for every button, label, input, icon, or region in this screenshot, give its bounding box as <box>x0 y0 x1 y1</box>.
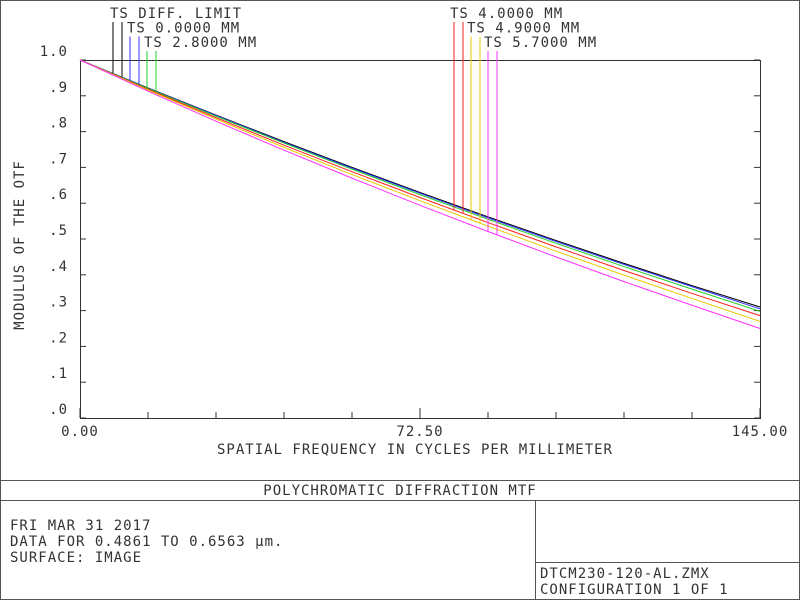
info-configuration: CONFIGURATION 1 OF 1 <box>540 582 729 598</box>
y-tick-label: .8 <box>49 116 68 132</box>
info-date: FRI MAR 31 2017 <box>10 518 151 534</box>
series-line <box>79 59 761 329</box>
series-line <box>79 59 761 310</box>
x-tick-label: 72.50 <box>396 424 443 440</box>
y-tick-label: .6 <box>49 187 68 203</box>
y-axis-title: MODULUS OF THE OTF <box>12 160 28 330</box>
x-tick-label: 0.00 <box>61 424 99 440</box>
y-tick-label: .2 <box>49 330 68 346</box>
series-line <box>79 59 761 317</box>
y-tick-label: .7 <box>49 151 68 167</box>
y-tick-label: .9 <box>49 80 68 96</box>
legend-label: TS DIFF. LIMIT <box>110 6 242 22</box>
series-line <box>79 59 761 322</box>
info-file: DTCM230-120-AL.ZMX <box>540 566 710 582</box>
legend-label: TS 4.9000 MM <box>467 21 580 37</box>
x-tick-label: 145.00 <box>732 424 789 440</box>
y-tick-label: .0 <box>49 402 68 418</box>
y-tick-label: .3 <box>49 295 68 311</box>
legend-label: TS 0.0000 MM <box>127 21 240 37</box>
info-data-range: DATA FOR 0.4861 TO 0.6563 µm. <box>10 534 283 550</box>
legend-label: TS 4.0000 MM <box>450 6 563 22</box>
y-tick-label: .1 <box>49 366 68 382</box>
x-axis-title: SPATIAL FREQUENCY IN CYCLES PER MILLIMET… <box>217 442 613 458</box>
legend-label: TS 2.8000 MM <box>144 35 257 51</box>
plot-frame <box>80 60 761 419</box>
info-surface: SURFACE: IMAGE <box>10 550 142 566</box>
series-line <box>79 59 761 308</box>
legend-label: TS 5.7000 MM <box>484 35 597 51</box>
y-tick-label: .5 <box>49 223 68 239</box>
series-line <box>79 59 761 312</box>
y-tick-label: 1.0 <box>40 44 68 60</box>
y-tick-label: .4 <box>49 259 68 275</box>
chart-title: POLYCHROMATIC DIFFRACTION MTF <box>263 483 536 499</box>
